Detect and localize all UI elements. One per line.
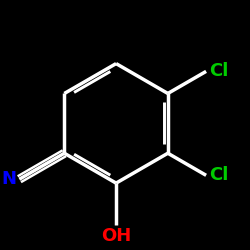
Text: Cl: Cl: [209, 62, 228, 80]
Text: OH: OH: [101, 227, 131, 245]
Text: Cl: Cl: [209, 166, 228, 184]
Text: N: N: [2, 170, 17, 188]
